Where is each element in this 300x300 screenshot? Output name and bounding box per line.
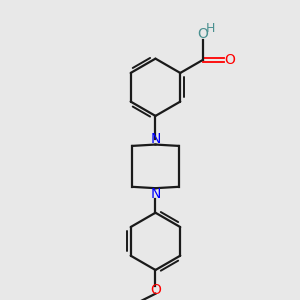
Text: H: H — [206, 22, 216, 35]
Text: O: O — [150, 283, 161, 297]
Text: O: O — [224, 53, 236, 67]
Text: N: N — [150, 187, 161, 201]
Text: O: O — [197, 27, 208, 41]
Text: N: N — [150, 132, 161, 146]
